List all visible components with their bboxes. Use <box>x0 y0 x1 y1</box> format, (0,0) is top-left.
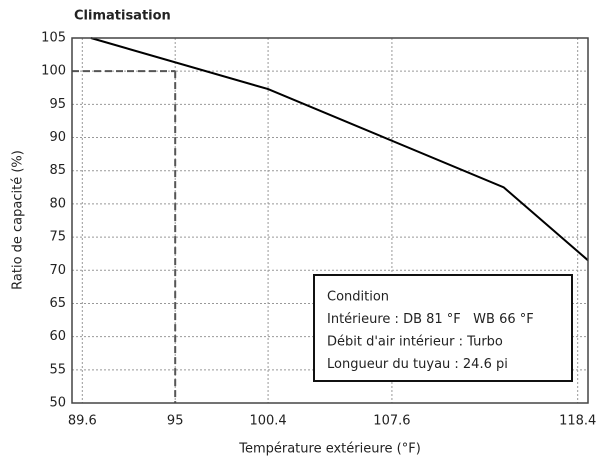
y-tick-label: 55 <box>49 362 66 377</box>
y-tick-label: 80 <box>49 196 66 211</box>
y-tick-label: 60 <box>49 329 66 344</box>
y-tick-label: 65 <box>49 296 66 311</box>
y-tick-label: 95 <box>49 97 66 112</box>
y-axis-title: Ratio de capacité (%) <box>11 150 26 290</box>
y-tick-label: 75 <box>49 230 66 245</box>
x-axis-title: Température extérieure (°F) <box>238 442 421 457</box>
y-tick-label: 100 <box>41 64 66 79</box>
y-tick-label: 90 <box>49 130 66 145</box>
x-tick-label: 118.4 <box>559 414 596 429</box>
plot-frame <box>71 37 589 404</box>
annotation-line: Condition <box>327 290 389 305</box>
data-line <box>90 37 589 262</box>
x-tick-label: 100.4 <box>249 414 286 429</box>
x-tick-label: 89.6 <box>68 414 97 429</box>
x-tick-label: 107.6 <box>373 414 410 429</box>
annotation-line: Intérieure : DB 81 °F WB 66 °F <box>327 312 534 327</box>
y-tick-label: 85 <box>49 163 66 178</box>
y-tick-label: 105 <box>41 31 66 46</box>
y-tick-label: 50 <box>49 396 66 411</box>
x-tick-label: 95 <box>167 414 184 429</box>
annotation-line: Débit d'air intérieur : Turbo <box>327 335 503 350</box>
annotation-box <box>313 274 573 382</box>
chart-title: Climatisation <box>74 9 171 24</box>
y-tick-label: 70 <box>49 263 66 278</box>
annotation-line: Longueur du tuyau : 24.6 pi <box>327 357 508 372</box>
